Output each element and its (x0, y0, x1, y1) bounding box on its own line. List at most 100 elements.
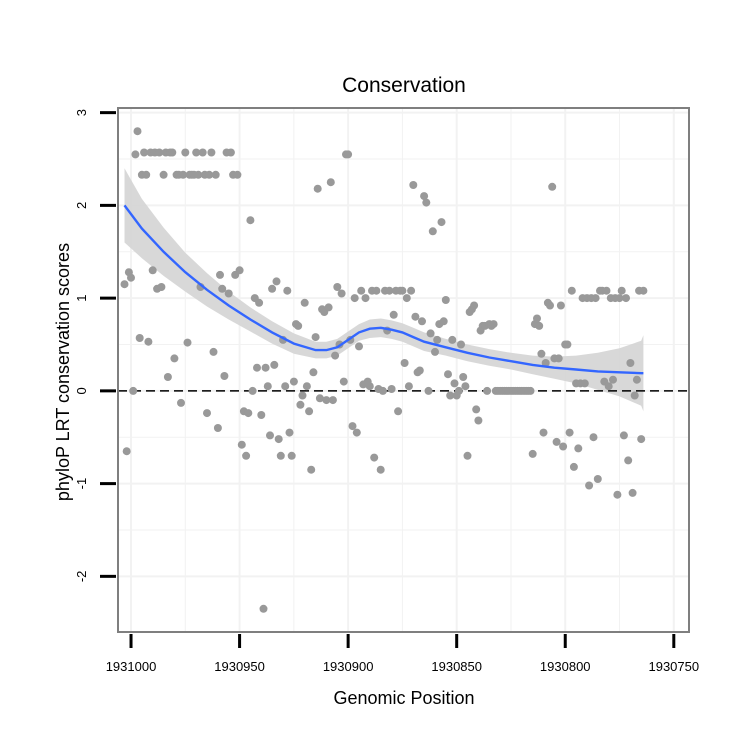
x-tick-label: 1930750 (648, 659, 699, 674)
data-point (585, 481, 594, 490)
data-point (203, 409, 211, 418)
data-point (548, 182, 557, 191)
data-point (357, 286, 366, 295)
data-point (418, 317, 426, 326)
data-point (305, 407, 314, 416)
data-point (426, 329, 435, 338)
data-point (257, 411, 266, 419)
data-point (213, 424, 222, 432)
data-point (168, 148, 177, 157)
data-point (637, 435, 646, 444)
data-point (541, 359, 550, 367)
data-point (194, 170, 203, 179)
data-point (296, 400, 305, 409)
data-point (287, 451, 296, 460)
data-point (441, 296, 450, 304)
data-point (528, 449, 537, 458)
data-point (283, 286, 292, 295)
data-point (626, 359, 635, 367)
data-point (302, 382, 311, 391)
data-point (483, 386, 492, 395)
data-point (298, 391, 307, 400)
data-point (272, 277, 281, 286)
data-point (554, 354, 563, 363)
data-point (220, 372, 229, 380)
data-point (339, 377, 348, 386)
y-axis-label: phyloP LRT conservation scores (53, 243, 73, 501)
data-point (378, 386, 387, 395)
data-point (617, 286, 626, 295)
data-point (559, 442, 568, 451)
data-point (400, 359, 409, 367)
data-point (263, 382, 272, 391)
data-point (348, 422, 357, 431)
data-point (630, 391, 639, 400)
data-point (163, 373, 172, 381)
data-point (398, 286, 407, 295)
data-point (192, 148, 201, 157)
data-point (209, 347, 218, 356)
data-point (181, 148, 190, 157)
data-point (244, 409, 253, 418)
data-point (387, 385, 396, 393)
confidence-band (124, 168, 644, 412)
data-point (155, 148, 164, 157)
x-tick-label: 1930800 (540, 659, 591, 674)
data-point (226, 148, 235, 157)
data-point (274, 435, 283, 444)
data-point (361, 294, 370, 303)
data-point (235, 266, 244, 275)
data-point (574, 444, 583, 453)
plot-frame (117, 107, 690, 633)
data-point (218, 284, 227, 293)
data-point (446, 391, 455, 400)
data-point (622, 294, 630, 303)
data-point (294, 321, 303, 330)
data-point (177, 398, 185, 407)
data-point (315, 394, 324, 403)
data-point (628, 488, 637, 497)
data-point (333, 283, 342, 291)
data-point (328, 396, 337, 405)
data-point (135, 334, 144, 342)
data-point (450, 379, 459, 388)
data-point (474, 416, 483, 425)
data-point (133, 127, 142, 136)
data-point (563, 340, 572, 349)
data-point (533, 314, 541, 323)
data-point (489, 320, 498, 329)
data-point (409, 181, 418, 189)
y-axis-ticks: -2 -1 0 1 2 3 (74, 109, 116, 582)
data-point (389, 310, 398, 319)
data-point (546, 301, 554, 310)
data-point (444, 370, 452, 379)
data-point (259, 604, 268, 613)
data-point (224, 289, 233, 298)
data-point (632, 375, 641, 384)
data-point (285, 428, 294, 437)
data-point (365, 382, 374, 391)
data-point (615, 294, 624, 303)
data-point (179, 170, 188, 179)
data-point (216, 270, 224, 279)
data-point (211, 170, 220, 179)
data-point (276, 451, 285, 460)
y-tick-label: -2 (74, 571, 89, 583)
data-point (120, 280, 129, 289)
data-point (567, 286, 576, 295)
data-point (350, 294, 359, 303)
data-point (344, 150, 353, 159)
data-point (457, 340, 465, 349)
data-point (337, 289, 346, 298)
x-tick-label: 1930850 (431, 659, 482, 674)
data-point (248, 386, 257, 395)
data-point (270, 360, 279, 369)
data-point (402, 294, 411, 303)
data-point (639, 286, 648, 295)
x-tick-label: 1930950 (214, 659, 265, 674)
data-point (431, 347, 439, 356)
data-point (591, 294, 600, 303)
data-point (140, 148, 149, 157)
data-point (613, 490, 622, 499)
y-tick-label: 2 (74, 202, 89, 209)
